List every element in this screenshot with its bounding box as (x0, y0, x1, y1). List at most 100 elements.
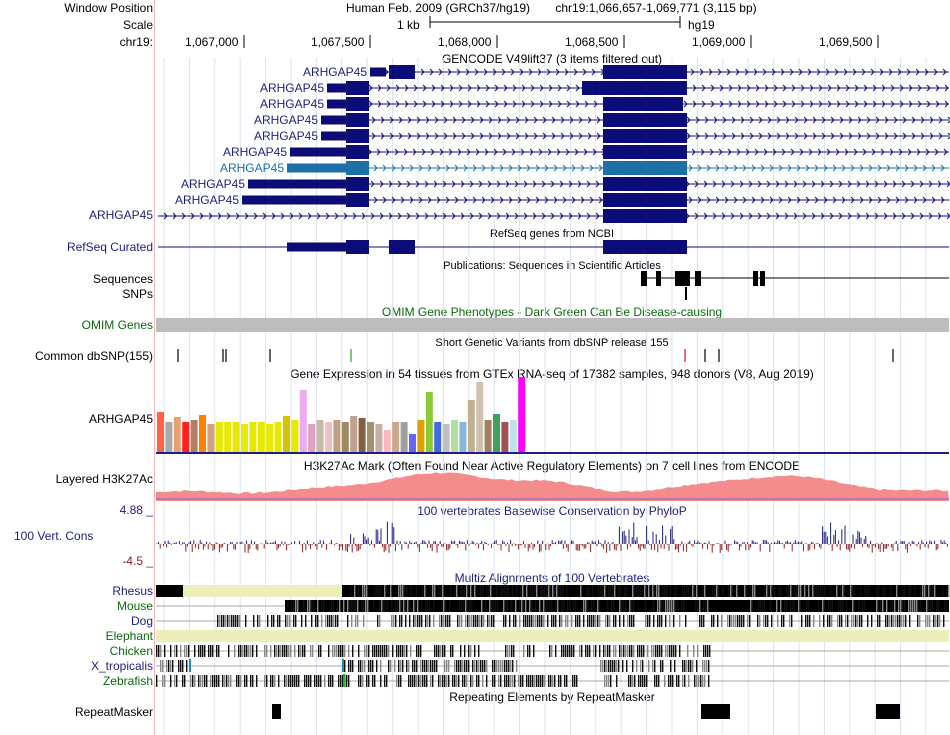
multiz-base (712, 585, 714, 597)
multiz-base (530, 585, 532, 597)
strand-arrow (368, 84, 373, 92)
multiz-base (465, 600, 467, 612)
transcript-label[interactable]: ARHGAP45 (180, 177, 245, 191)
transcript-label[interactable]: ARHGAP45 (259, 81, 324, 95)
multiz-base (426, 585, 428, 597)
gtex-tissue-bar (341, 422, 349, 452)
strand-arrow (695, 116, 700, 124)
multiz-base (485, 600, 487, 612)
multiz-base (496, 585, 498, 597)
multiz-base (399, 615, 401, 627)
strand-arrow (506, 132, 511, 140)
strand-arrow (793, 212, 798, 220)
strand-arrow (802, 212, 807, 220)
omim-track-label[interactable]: OMIM Genes (81, 318, 153, 332)
publications-label-snps[interactable]: SNPs (122, 287, 153, 301)
h3k27ac-track-label[interactable]: Layered H3K27Ac (55, 472, 153, 486)
multiz-insert-marker (343, 674, 345, 687)
multiz-base (690, 660, 692, 672)
strand-arrow (803, 116, 808, 124)
multiz-base (194, 675, 196, 687)
transcript-label[interactable]: ARHGAP45 (253, 113, 318, 127)
strand-arrow (857, 116, 862, 124)
strand-arrow (487, 180, 492, 188)
multiz-base (210, 675, 212, 687)
strand-arrow (440, 84, 445, 92)
multiz-base (608, 660, 610, 672)
exon-block (327, 83, 346, 93)
multiz-base (270, 675, 272, 687)
dbsnp-track-label[interactable]: Common dbSNP(155) (34, 349, 153, 363)
strand-arrow (580, 196, 585, 204)
transcript-label[interactable]: ARHGAP45 (174, 193, 239, 207)
strand-arrow (452, 116, 457, 124)
multiz-base (416, 675, 418, 687)
multiz-base (801, 615, 803, 627)
multiz-base (296, 675, 298, 687)
strand-arrow (533, 132, 538, 140)
multiz-base (469, 600, 471, 612)
multiz-base (847, 615, 849, 627)
strand-arrow (841, 164, 846, 172)
multiz-base (410, 645, 412, 657)
multiz-base (510, 660, 512, 672)
multiz-base (876, 585, 878, 597)
multiz-base (615, 615, 617, 627)
transcript-label[interactable]: ARHGAP45 (302, 65, 367, 79)
multiz-base (926, 600, 928, 612)
multiz-species-xtropicalis: X_tropicalis (90, 659, 153, 673)
strand-arrow (465, 68, 470, 76)
strand-arrow (868, 196, 873, 204)
refseq-track-label[interactable]: RefSeq Curated (66, 240, 153, 254)
multiz-base (496, 660, 498, 672)
multiz-base (321, 600, 323, 612)
gtex-tissue-bar (442, 424, 450, 452)
strand-arrow (717, 68, 722, 76)
multiz-base (320, 675, 322, 687)
multiz-base (355, 600, 357, 612)
transcript-label[interactable]: ARHGAP45 (222, 145, 287, 159)
multiz-base (234, 645, 236, 657)
exon-block (290, 147, 346, 157)
repeat-element (272, 704, 281, 719)
strand-arrow (476, 100, 481, 108)
publications-label-sequences[interactable]: Sequences (92, 272, 153, 286)
repeatmasker-track-label[interactable]: RepeatMasker (74, 705, 153, 719)
multiz-base (776, 600, 778, 612)
multiz-base (770, 585, 772, 597)
multiz-base (462, 660, 464, 672)
multiz-base (669, 600, 671, 612)
multiz-base (656, 585, 658, 597)
strand-arrow (946, 180, 950, 188)
exon-block (389, 65, 415, 79)
multiz-base (607, 645, 609, 657)
multiz-base (402, 645, 404, 657)
multiz-base (597, 615, 599, 627)
transcript-label[interactable]: ARHGAP45 (219, 161, 284, 175)
gencode-track-label[interactable]: ARHGAP45 (88, 208, 153, 222)
multiz-base (350, 660, 352, 672)
multiz-base (627, 615, 629, 627)
exon-block (346, 145, 369, 159)
multiz-base (648, 585, 650, 597)
strand-arrow (749, 132, 754, 140)
transcript-label[interactable]: ARHGAP45 (259, 97, 324, 111)
strand-arrow (573, 68, 578, 76)
multiz-base (639, 645, 641, 657)
multiz-base (412, 660, 414, 672)
multiz-base (366, 675, 368, 687)
gtex-gene-label[interactable]: ARHGAP45 (88, 412, 153, 426)
strand-arrow (542, 132, 547, 140)
multiz-base (851, 615, 853, 627)
cons-track-label[interactable]: 100 Vert. Cons (14, 529, 94, 543)
strand-arrow (575, 100, 580, 108)
multiz-base (323, 600, 325, 612)
multiz-base (786, 600, 788, 612)
strand-arrow (457, 148, 462, 156)
multiz-base (504, 660, 506, 672)
strand-arrow (463, 164, 468, 172)
strand-arrow (838, 212, 843, 220)
tick-label: 1,067,000 (185, 35, 239, 49)
transcript-label[interactable]: ARHGAP45 (253, 129, 318, 143)
